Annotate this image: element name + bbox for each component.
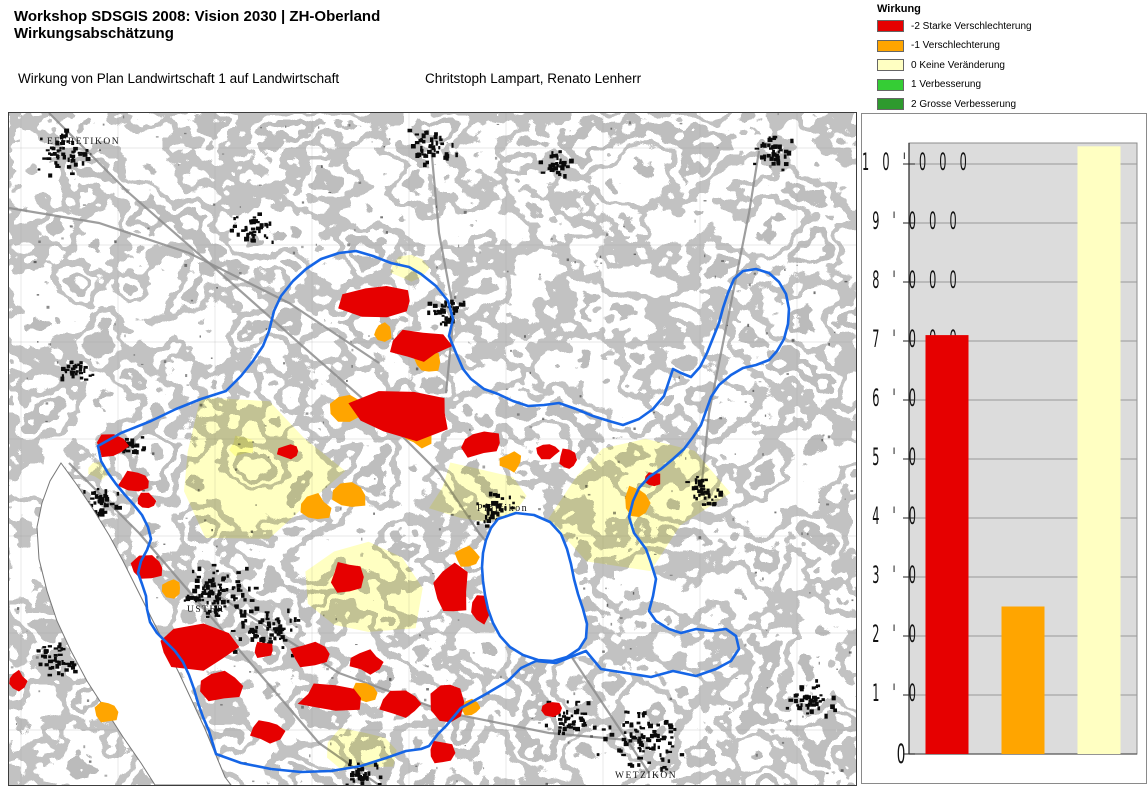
legend-swatch	[877, 39, 904, 52]
svg-text:0: 0	[897, 739, 906, 771]
legend-item-2: 0 Keine Veränderung	[877, 59, 1145, 71]
bar-chart-panel: 1'000 2'000 3'000 4'000 5'000 6'000 7'000 8'000…	[861, 113, 1147, 784]
svg-text:10'000: 10'000	[862, 150, 980, 177]
legend-item-0: -2 Starke Verschlechterung	[877, 20, 1145, 32]
bar-2	[1077, 146, 1121, 755]
legend-label: -2 Starke Verschlechterung	[911, 20, 1032, 32]
lake-pfaeffikersee-with-boundary	[480, 511, 589, 663]
bar-1	[1001, 606, 1045, 754]
town-clusters	[36, 128, 838, 785]
legend: Wirkung -2 Starke Verschlechterung -1 Ver…	[877, 3, 1145, 118]
legend-rows: -2 Starke Verschlechterung -1 Verschlecht…	[877, 20, 1145, 110]
legend-label: 0 Keine Veränderung	[911, 59, 1005, 71]
legend-swatch	[877, 20, 904, 32]
impact-bar-chart: 1'0002'0003'0004'0005'0006'0007'0008'000…	[862, 142, 1138, 771]
map-label-pfaeffikon: Pfäffikon	[477, 503, 529, 514]
map-subtitle: Wirkung von Plan Landwirtschaft 1 auf La…	[18, 71, 340, 86]
title-line-1: Workshop SDSGIS 2008: Vision 2030 | ZH-O…	[14, 8, 381, 25]
legend-item-4: 2 Grosse Verbesserung	[877, 98, 1145, 110]
bar-0	[925, 335, 969, 754]
map-label-wetzikon: WETZIKON	[615, 771, 678, 781]
topographic-map	[9, 113, 856, 785]
legend-item-3: 1 Verbesserung	[877, 78, 1145, 91]
legend-swatch	[877, 59, 904, 71]
legend-item-1: -1 Verschlechterung	[877, 39, 1145, 52]
authors-text: Chritstoph Lampart, Renato Lenherr	[425, 71, 642, 86]
map-label-uster: USTER	[187, 605, 225, 615]
legend-label: 2 Grosse Verbesserung	[911, 98, 1017, 110]
lake-greifensee	[36, 462, 232, 785]
page-title: Workshop SDSGIS 2008: Vision 2030 | ZH-O…	[14, 8, 380, 42]
legend-title: Wirkung	[877, 3, 921, 15]
legend-label: 1 Verbesserung	[911, 79, 982, 90]
title-line-2: Wirkungsabschätzung	[14, 25, 174, 42]
legend-label: -1 Verschlechterung	[911, 40, 1000, 51]
svg-text:9'000: 9'000	[872, 209, 970, 236]
district-boundary	[96, 249, 791, 774]
map-panel: EFFRETIKON USTER Pfäffikon WETZIKON	[8, 112, 857, 786]
legend-swatch	[877, 78, 904, 91]
svg-text:8'000: 8'000	[872, 268, 970, 295]
map-label-effretikon: EFFRETIKON	[47, 137, 121, 147]
legend-swatch	[877, 98, 904, 110]
